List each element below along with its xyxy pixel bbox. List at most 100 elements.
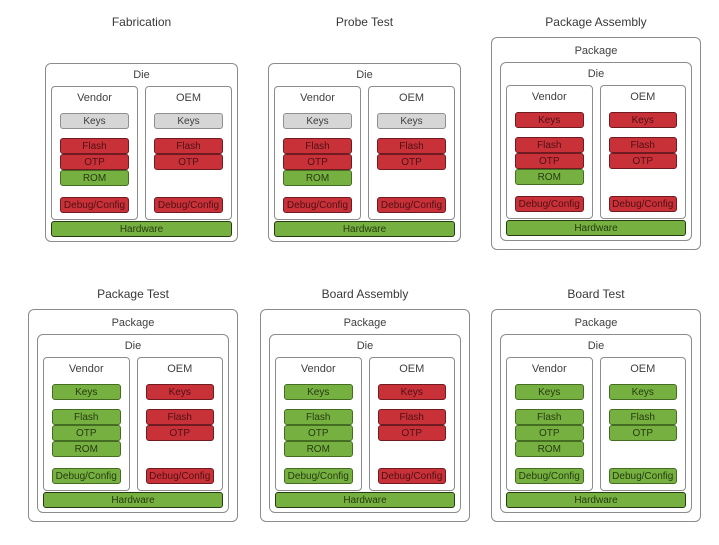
- stage-diagram-board-assembly: Board Assembly Package Die Vendor Keys Flash O…: [260, 287, 470, 522]
- oem-otp-cell: OTP: [377, 154, 446, 170]
- die-box: Die Vendor Keys Flash OTP ROM Debug/Config OEM K…: [37, 334, 229, 513]
- hardware-bar: Hardware: [275, 492, 455, 508]
- package-label: Package: [574, 317, 618, 329]
- oem-flash-cell: Flash: [145, 409, 214, 425]
- vendor-keys-cell: Keys: [284, 384, 353, 400]
- oem-keys-cell: Keys: [608, 384, 677, 400]
- vendor-debug-cell: Debug/Config: [515, 196, 584, 212]
- vendor-debug-cell: Debug/Config: [515, 468, 584, 484]
- oem-flash-cell: Flash: [608, 409, 677, 425]
- die-label: Die: [356, 69, 373, 81]
- stage-title: Package Test: [97, 287, 169, 301]
- hardware-bar: Hardware: [506, 220, 686, 236]
- vendor-debug-cell: Debug/Config: [284, 468, 353, 484]
- vendor-box: Vendor Keys Flash OTP ROM Debug/Config: [506, 357, 593, 491]
- oem-keys-cell: Keys: [145, 384, 214, 400]
- vendor-label: Vendor: [68, 363, 104, 375]
- stage-diagram-fabrication: Fabrication Die Vendor Keys Flash OTP ROM Debug…: [45, 15, 238, 242]
- stage-diagram-probe-test: Probe Test Die Vendor Keys Flash OTP ROM Debug/…: [268, 15, 461, 242]
- die-box: Die Vendor Keys Flash OTP ROM Debug/Config OEM K…: [45, 63, 238, 242]
- vendor-keys-cell: Keys: [283, 113, 352, 129]
- vendor-debug-cell: Debug/Config: [52, 468, 121, 484]
- package-label: Package: [574, 45, 618, 57]
- package-label: Package: [343, 317, 387, 329]
- vendor-keys-cell: Keys: [52, 384, 121, 400]
- vendor-otp-cell: OTP: [284, 425, 353, 441]
- die-label: Die: [587, 340, 605, 352]
- oem-debug-cell: Debug/Config: [145, 468, 214, 484]
- hardware-bar: Hardware: [506, 492, 686, 508]
- columns-row: Vendor Keys Flash OTP ROM Debug/Config OEM Keys…: [43, 357, 223, 491]
- die-box: Die Vendor Keys Flash OTP ROM Debug/Config OEM K…: [500, 62, 692, 241]
- vendor-otp-cell: OTP: [283, 154, 352, 170]
- vendor-flash-cell: Flash: [515, 409, 584, 425]
- stage-title: Board Assembly: [321, 287, 409, 301]
- package-label: Package: [111, 317, 155, 329]
- oem-box: OEM Keys Flash OTP Debug/Config: [145, 86, 232, 220]
- oem-otp-cell: OTP: [608, 153, 677, 169]
- oem-debug-cell: Debug/Config: [608, 196, 677, 212]
- oem-keys-cell: Keys: [377, 113, 446, 129]
- stage-title: Probe Test: [335, 15, 394, 29]
- vendor-keys-cell: Keys: [60, 113, 129, 129]
- oem-otp-cell: OTP: [145, 425, 214, 441]
- die-box: Die Vendor Keys Flash OTP ROM Debug/Config OEM K…: [268, 63, 461, 242]
- oem-keys-cell: Keys: [154, 113, 223, 129]
- vendor-debug-cell: Debug/Config: [60, 197, 129, 213]
- vendor-keys-cell: Keys: [515, 384, 584, 400]
- vendor-rom-cell: ROM: [515, 169, 584, 185]
- package-box: Package Die Vendor Keys Flash OTP ROM Debug/Con…: [491, 309, 701, 522]
- oem-flash-cell: Flash: [377, 138, 446, 154]
- stage-title: Package Assembly: [545, 15, 647, 29]
- vendor-label: Vendor: [531, 91, 567, 103]
- vendor-otp-cell: OTP: [515, 153, 584, 169]
- vendor-label: Vendor: [77, 92, 112, 104]
- oem-flash-cell: Flash: [608, 137, 677, 153]
- vendor-box: Vendor Keys Flash OTP ROM Debug/Config: [274, 86, 361, 220]
- oem-label: OEM: [630, 363, 656, 375]
- die-label: Die: [356, 340, 374, 352]
- oem-flash-cell: Flash: [154, 138, 223, 154]
- vendor-rom-cell: ROM: [284, 441, 353, 457]
- package-box: Package Die Vendor Keys Flash OTP ROM Debug/Con…: [491, 37, 701, 250]
- vendor-box: Vendor Keys Flash OTP ROM Debug/Config: [51, 86, 138, 220]
- vendor-rom-cell: ROM: [52, 441, 121, 457]
- vendor-flash-cell: Flash: [60, 138, 129, 154]
- stage-title: Board Test: [567, 287, 625, 301]
- oem-box: OEM Keys Flash OTP Debug/Config: [136, 357, 223, 491]
- vendor-box: Vendor Keys Flash OTP ROM Debug/Config: [506, 85, 593, 219]
- die-label: Die: [133, 69, 150, 81]
- oem-debug-cell: Debug/Config: [377, 468, 446, 484]
- oem-keys-cell: Keys: [608, 112, 677, 128]
- stage-diagram-board-test: Board Test Package Die Vendor Keys Flash OTP RO…: [491, 287, 701, 522]
- vendor-flash-cell: Flash: [52, 409, 121, 425]
- vendor-otp-cell: OTP: [60, 154, 129, 170]
- stage-title: Fabrication: [111, 15, 172, 29]
- columns-row: Vendor Keys Flash OTP ROM Debug/Config OEM Keys…: [275, 357, 455, 491]
- oem-label: OEM: [175, 92, 202, 104]
- die-label: Die: [124, 340, 142, 352]
- vendor-rom-cell: ROM: [283, 170, 352, 186]
- die-label: Die: [587, 68, 605, 80]
- vendor-otp-cell: OTP: [515, 425, 584, 441]
- oem-label: OEM: [399, 363, 425, 375]
- hardware-bar: Hardware: [274, 221, 455, 237]
- oem-flash-cell: Flash: [377, 409, 446, 425]
- oem-debug-cell: Debug/Config: [377, 197, 446, 213]
- vendor-flash-cell: Flash: [515, 137, 584, 153]
- vendor-label: Vendor: [300, 363, 336, 375]
- hardware-bar: Hardware: [43, 492, 223, 508]
- vendor-box: Vendor Keys Flash OTP ROM Debug/Config: [275, 357, 362, 491]
- stage-diagram-package-assembly: Package Assembly Package Die Vendor Keys Flas…: [491, 15, 701, 250]
- oem-box: OEM Keys Flash OTP Debug/Config: [368, 86, 455, 220]
- hardware-bar: Hardware: [51, 221, 232, 237]
- oem-box: OEM Keys Flash OTP Debug/Config: [599, 357, 686, 491]
- oem-otp-cell: OTP: [608, 425, 677, 441]
- columns-row: Vendor Keys Flash OTP ROM Debug/Config OEM Keys…: [51, 86, 232, 220]
- vendor-label: Vendor: [300, 92, 335, 104]
- vendor-label: Vendor: [531, 363, 567, 375]
- vendor-flash-cell: Flash: [284, 409, 353, 425]
- vendor-rom-cell: ROM: [60, 170, 129, 186]
- oem-keys-cell: Keys: [377, 384, 446, 400]
